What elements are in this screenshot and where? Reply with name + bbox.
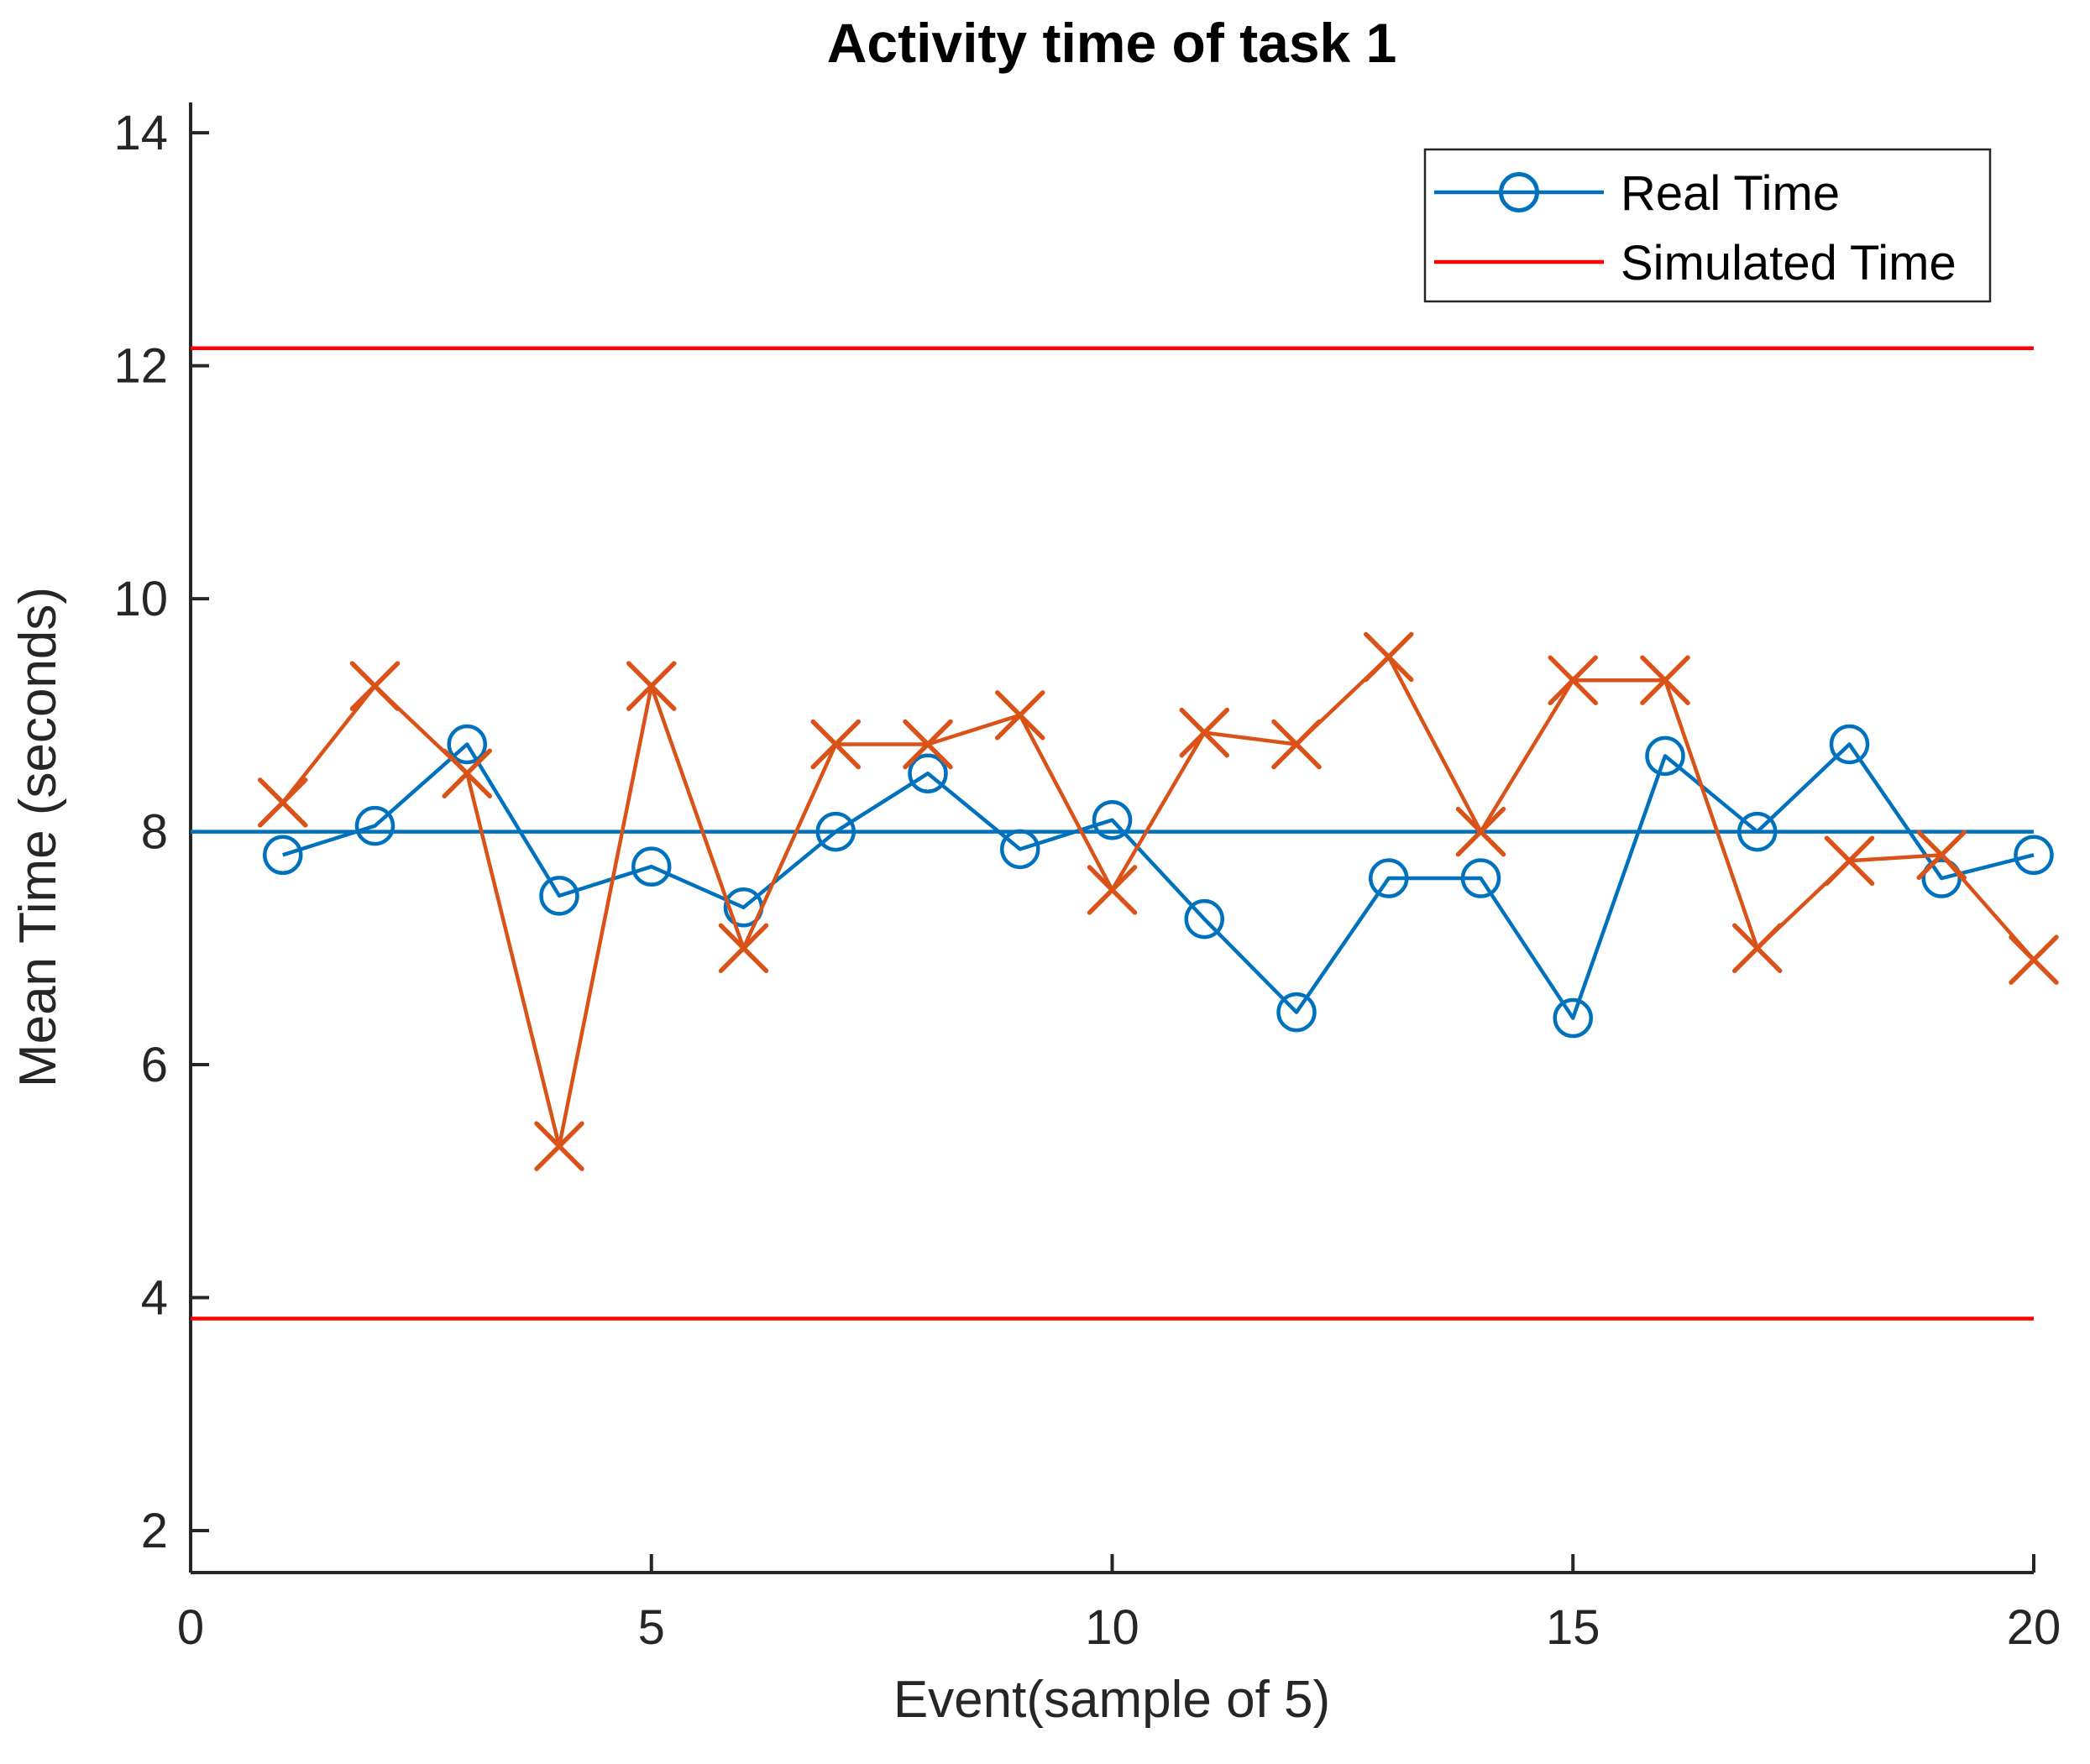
- data-point-circle-marker: [447, 724, 487, 765]
- data-point-circle-marker: [1553, 997, 1593, 1039]
- series-circle: [263, 724, 2054, 1039]
- data-point-circle-marker: [908, 753, 948, 793]
- y-tick-label: 8: [141, 805, 168, 860]
- data-point-x-marker: [1732, 923, 1783, 974]
- y-tick-label: 14: [113, 106, 168, 160]
- legend: Real Time Simulated Time: [1423, 148, 1992, 303]
- data-series: [258, 631, 2059, 1171]
- chart-title: Activity time of task 1: [827, 12, 1397, 74]
- x-axis-label: Event(sample of 5): [893, 1671, 1330, 1729]
- data-point-x-marker: [810, 719, 861, 770]
- data-point-x-marker: [1179, 707, 1229, 758]
- x-tick-label: 0: [177, 1600, 204, 1655]
- data-point-x-marker: [1640, 655, 1690, 705]
- data-point-circle-marker: [1276, 992, 1317, 1033]
- x-tick-label: 20: [2007, 1600, 2061, 1655]
- y-tick-label: 4: [141, 1271, 168, 1326]
- data-point-x-marker: [626, 661, 677, 711]
- y-tick-label: 12: [113, 339, 168, 394]
- data-point-circle-marker: [1460, 858, 1501, 898]
- data-point-circle-marker: [1369, 858, 1409, 898]
- legend-item-simulated-time: Simulated Time: [1434, 236, 1956, 291]
- data-point-x-marker: [258, 777, 308, 828]
- data-point-x-marker: [903, 719, 953, 770]
- legend-real-time-label: Real Time: [1621, 166, 1840, 221]
- data-point-circle-marker: [815, 811, 856, 852]
- data-point-x-marker: [349, 661, 401, 711]
- x-tick-label: 5: [638, 1600, 665, 1655]
- data-point-x-marker: [1824, 835, 1875, 886]
- data-point-x-marker: [442, 748, 492, 798]
- data-point-x-marker: [2009, 934, 2059, 985]
- data-point-circle-marker: [1645, 735, 1685, 777]
- data-point-circle-marker: [631, 846, 672, 887]
- data-point-x-marker: [1548, 655, 1598, 705]
- series-line: [280, 655, 2035, 1149]
- data-point-circle-marker: [1092, 799, 1133, 840]
- data-point-circle-marker: [539, 876, 579, 916]
- legend-item-real-time: Real Time: [1434, 166, 1840, 221]
- data-point-circle-marker: [2014, 835, 2054, 876]
- data-point-circle-marker: [1184, 898, 1224, 940]
- x-tick-label: 10: [1085, 1600, 1139, 1655]
- y-tick-label: 6: [141, 1038, 168, 1092]
- axis-ticks: 2 4 6 8 10 12 14 0 5 10 15 20: [113, 106, 2061, 1655]
- data-point-circle-marker: [1000, 829, 1040, 870]
- series-x: [258, 631, 2059, 1171]
- data-point-circle-marker: [354, 805, 395, 846]
- reference-lines: [191, 346, 2034, 1321]
- data-point-circle-marker: [1737, 811, 1778, 852]
- data-point-circle-marker: [1829, 724, 1870, 765]
- data-point-circle-marker: [263, 835, 303, 876]
- data-point-x-marker: [718, 923, 769, 974]
- y-tick-label: 2: [141, 1504, 168, 1558]
- data-point-x-marker: [1455, 806, 1506, 857]
- data-point-x-marker: [534, 1121, 584, 1171]
- data-point-x-marker: [1364, 631, 1414, 683]
- data-point-x-marker: [1916, 830, 1967, 881]
- data-point-x-marker: [1087, 865, 1138, 915]
- x-tick-label: 15: [1546, 1600, 1600, 1655]
- data-point-x-marker: [1271, 719, 1322, 770]
- data-point-x-marker: [995, 690, 1045, 741]
- series-line: [282, 742, 2035, 1020]
- legend-circle-marker-icon: [1499, 172, 1539, 212]
- y-axis-label: Mean Time (seconds): [9, 587, 67, 1087]
- y-tick-label: 10: [113, 572, 168, 626]
- legend-simulated-time-label: Simulated Time: [1621, 236, 1956, 291]
